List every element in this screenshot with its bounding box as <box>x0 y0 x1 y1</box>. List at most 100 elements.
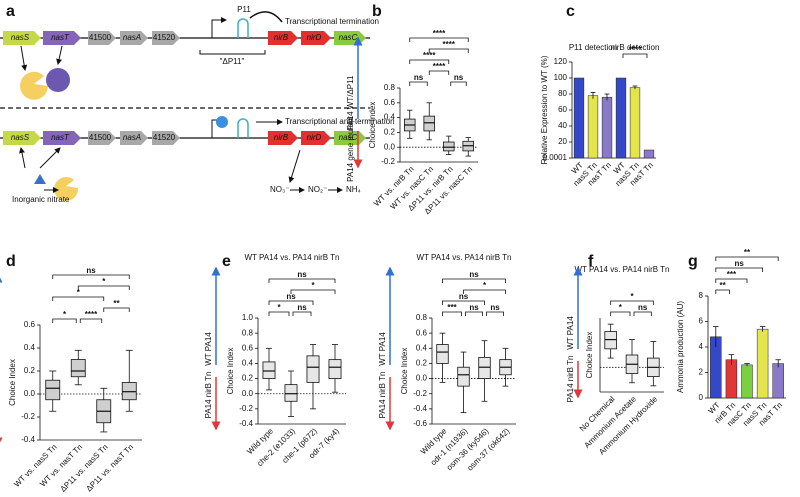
significance-label: * <box>619 303 623 312</box>
significance-bracket <box>268 311 290 316</box>
gene-label: nasT <box>51 133 70 142</box>
significance-label: * <box>311 281 315 290</box>
significance-bracket <box>428 70 450 75</box>
significance-bracket <box>268 278 336 283</box>
y-tick-label: -0.4 <box>239 419 253 428</box>
significance-bracket <box>409 37 469 42</box>
significance-bracket <box>610 300 654 305</box>
gene-label: 41520 <box>153 133 176 142</box>
gene-label: 41500 <box>89 133 112 142</box>
significance-bracket <box>409 59 450 64</box>
y-tick-label: -0.2 <box>413 389 427 398</box>
significance-label: ** <box>113 299 120 308</box>
arrow <box>39 147 61 169</box>
bar <box>725 359 738 399</box>
arrow <box>56 45 63 65</box>
nasT-protein <box>46 68 70 92</box>
panel-label: a <box>6 3 15 20</box>
significance-label: **** <box>433 62 446 71</box>
y-tick-label: 0.6 <box>416 328 428 337</box>
y-axis-title: Choice Index <box>585 332 594 379</box>
pathway-label: NO₂⁻ <box>308 185 327 194</box>
y-tick-label: 4 <box>699 342 704 351</box>
arrow <box>19 147 26 169</box>
up-label: WT PA14 <box>204 332 213 366</box>
significance-bracket <box>610 311 631 316</box>
bar <box>756 328 769 399</box>
box <box>70 359 86 378</box>
y-tick-label: -0.4 <box>21 435 35 444</box>
group-label: nirB detection <box>611 43 660 52</box>
y-tick-label: 0.2 <box>24 366 36 375</box>
gene-label: nasS <box>11 33 30 42</box>
promoter-label: P11 <box>237 5 251 14</box>
box <box>442 141 455 152</box>
y-tick-label: 0.0 <box>416 374 428 383</box>
gene <box>301 31 331 45</box>
box <box>423 115 436 132</box>
significance-label: * <box>102 277 106 286</box>
arrow <box>288 149 301 183</box>
gene-label: nasT <box>51 33 70 42</box>
significance-label: ** <box>719 281 726 290</box>
significance-bracket <box>52 274 130 279</box>
y-tick-label: -0.2 <box>239 404 253 413</box>
y-tick-label: 0.4 <box>24 343 36 352</box>
y-axis-title: Choice Index <box>226 348 235 395</box>
y-tick-label: 0.8 <box>384 83 396 92</box>
bar <box>741 364 753 399</box>
significance-bracket <box>268 300 314 305</box>
significance-label: ns <box>469 303 479 312</box>
gene-label: nasC <box>339 33 358 42</box>
y-tick-label: 0.6 <box>384 98 396 107</box>
significance-bracket <box>450 81 467 86</box>
significance-bracket <box>715 267 763 272</box>
panel-label: b <box>372 3 382 20</box>
significance-bracket <box>463 289 506 294</box>
y-tick-label: 0.0 <box>242 389 254 398</box>
up-label: WT PA14 <box>566 316 575 350</box>
box <box>284 384 298 402</box>
down-label: PA14 nirB Tn <box>566 356 575 403</box>
gene <box>43 131 81 145</box>
y-tick-label: -0.2 <box>381 157 395 166</box>
box <box>306 355 320 383</box>
box <box>262 361 276 379</box>
significance-label: ns <box>459 292 469 301</box>
y-tick-label: 0.4 <box>384 113 396 122</box>
significance-label: ns <box>414 73 424 82</box>
significance-bracket <box>77 285 130 290</box>
chart-title: WT PA14 vs. PA14 nirB Tn <box>417 253 512 262</box>
y-tick-label: 0.8 <box>416 313 428 322</box>
x-tick-label: WT vs. nasS Tn <box>12 443 58 489</box>
significance-bracket <box>428 48 469 53</box>
panel-label: f <box>588 253 594 270</box>
box <box>457 366 470 387</box>
significance-bracket <box>633 311 652 316</box>
gene <box>43 31 81 45</box>
box <box>328 359 342 379</box>
y-tick-label: -0.4 <box>413 404 427 413</box>
gene <box>3 31 41 45</box>
gene-label: nasA <box>123 133 141 142</box>
significance-bracket <box>442 311 462 316</box>
significance-label: * <box>77 288 81 297</box>
deletion-label: "ΔP11" <box>220 57 245 66</box>
y-tick-label: 80 <box>558 89 567 98</box>
significance-bracket <box>79 318 103 323</box>
gene-label: nirB <box>274 33 289 42</box>
y-tick-label: 8 <box>699 291 704 300</box>
promoter <box>211 17 227 38</box>
significance-label: **** <box>443 40 456 49</box>
significance-label: ns <box>297 303 307 312</box>
bar <box>573 77 585 159</box>
y-tick-label: 0.6 <box>242 343 254 352</box>
antitermination-label: Transcriptional anti-termination <box>285 117 395 126</box>
y-tick-label: 40 <box>558 121 567 130</box>
panel-label: g <box>688 253 698 270</box>
y-tick-label: 1.0 <box>242 313 254 322</box>
significance-label: ns <box>490 303 500 312</box>
y-axis-title: Choice Index <box>400 348 409 395</box>
nitrate <box>34 174 46 184</box>
significance-label: *** <box>727 270 737 279</box>
